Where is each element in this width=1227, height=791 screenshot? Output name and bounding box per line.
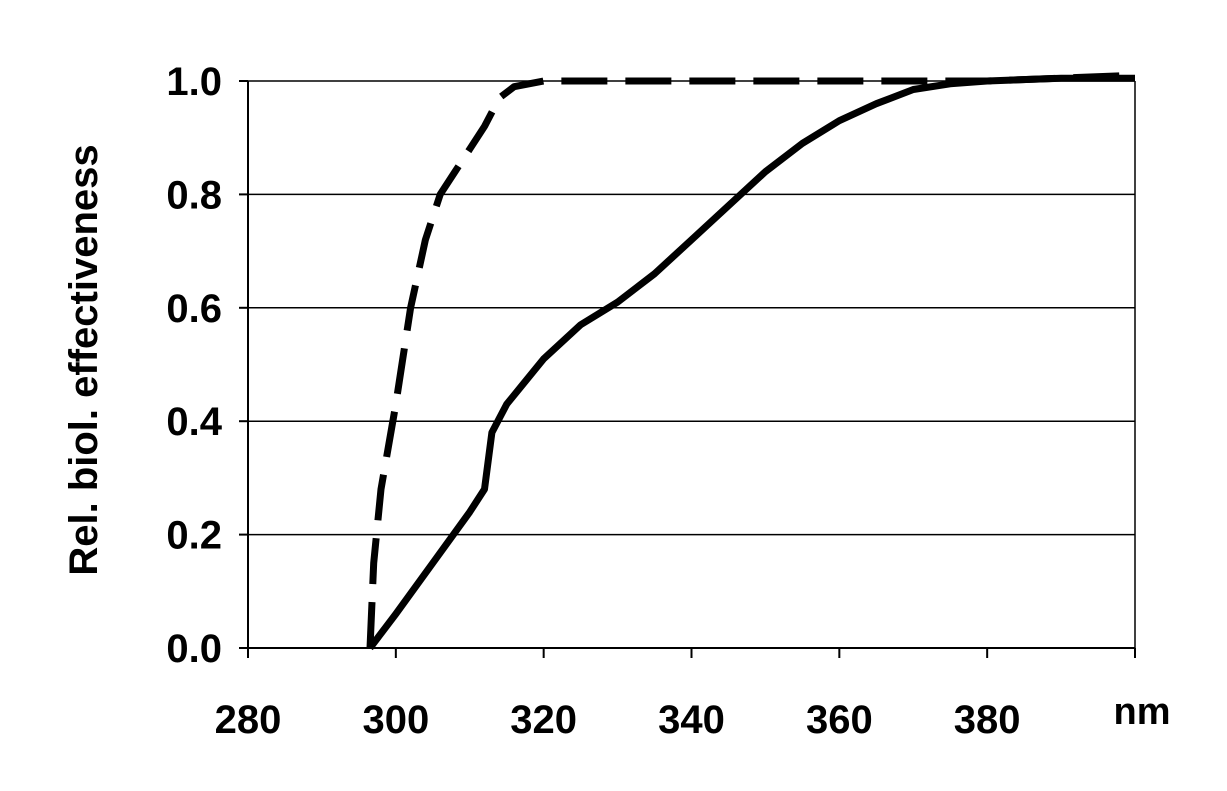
x-tick-label-320: 320 (510, 698, 577, 742)
y-tick-label-1.0: 1.0 (166, 60, 222, 104)
y-tick-labels: 0.0 0.2 0.4 0.6 0.8 1.0 (166, 60, 222, 671)
gridlines (248, 80, 1135, 649)
y-tick-label-0.0: 0.0 (166, 627, 222, 671)
series-solid-line (367, 74, 1135, 651)
x-tick-label-300: 300 (362, 698, 429, 742)
series-layer (366, 71, 1136, 651)
x-tick-label-360: 360 (806, 698, 873, 742)
y-tick-label-0.8: 0.8 (166, 173, 222, 217)
x-axis-unit: nm (1114, 691, 1171, 733)
y-tick-label-0.2: 0.2 (166, 514, 222, 558)
x-tick-label-280: 280 (215, 698, 282, 742)
y-tick-label-0.6: 0.6 (166, 287, 222, 331)
x-tick-labels: 280 300 320 340 360 380 (215, 698, 1021, 742)
y-axis-title: Rel. biol. effectiveness (62, 144, 106, 575)
axes (239, 80, 1136, 658)
y-tick-label-0.4: 0.4 (166, 400, 222, 444)
x-tick-label-380: 380 (954, 698, 1021, 742)
series-dashed-line (366, 71, 1136, 649)
x-tick-label-340: 340 (658, 698, 725, 742)
